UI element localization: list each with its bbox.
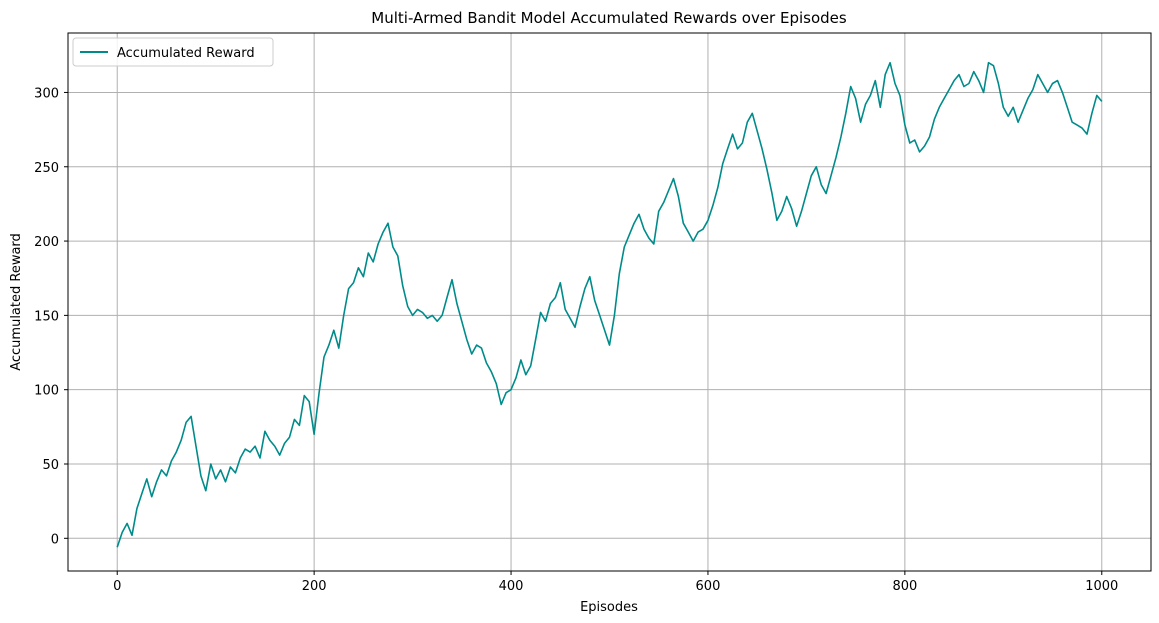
y-tick-label: 0: [51, 532, 59, 547]
x-axis-ticks: 0 200 400 600 800 1000: [113, 571, 1118, 594]
y-tick-label: 150: [34, 309, 59, 324]
x-tick-label: 800: [892, 579, 917, 594]
series-line-accumulated-reward: [116, 61, 1103, 548]
y-tick-label: 100: [34, 384, 59, 399]
x-tick-label: 400: [499, 579, 524, 594]
y-tick-label: 250: [34, 161, 59, 176]
y-axis-ticks: 0 50 100 150 200 250 300: [34, 86, 68, 547]
series-layer: [116, 61, 1103, 548]
y-axis-label: Accumulated Reward: [9, 233, 24, 371]
y-tick-label: 50: [42, 458, 59, 473]
x-axis-label: Episodes: [580, 600, 638, 615]
legend-label: Accumulated Reward: [117, 46, 255, 61]
plot-area: [68, 33, 1151, 571]
x-tick-label: 200: [302, 579, 327, 594]
x-tick-label: 1000: [1085, 579, 1118, 594]
chart-title: Multi-Armed Bandit Model Accumulated Rew…: [371, 9, 847, 27]
x-tick-label: 600: [696, 579, 721, 594]
legend: Accumulated Reward: [72, 37, 274, 67]
legend-box: [72, 37, 274, 67]
x-tick-label: 0: [113, 579, 121, 594]
plot-frame: [67, 32, 1152, 572]
y-tick-label: 200: [34, 235, 59, 250]
y-tick-label: 300: [34, 86, 59, 101]
grid-lines: [68, 33, 1151, 571]
